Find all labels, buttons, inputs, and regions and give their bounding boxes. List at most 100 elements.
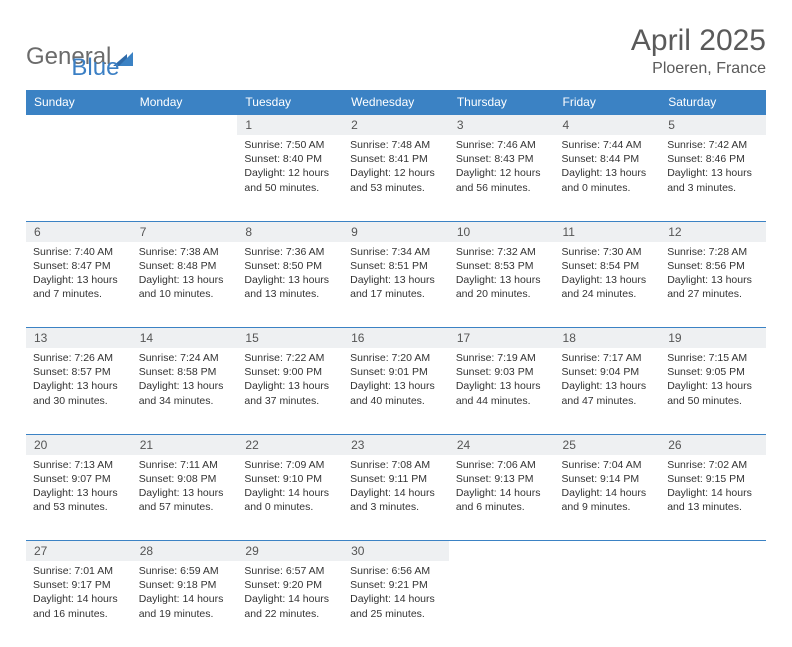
- daynum-row: 6789101112: [26, 221, 766, 242]
- daylight-text: and 53 minutes.: [350, 181, 442, 195]
- day-number-cell: 23: [343, 434, 449, 455]
- sunrise-text: Sunrise: 7:02 AM: [667, 458, 759, 472]
- sunset-text: Sunset: 8:44 PM: [562, 152, 654, 166]
- sunrise-text: Sunrise: 7:28 AM: [667, 245, 759, 259]
- day-cell: Sunrise: 7:20 AMSunset: 9:01 PMDaylight:…: [343, 348, 449, 434]
- day-cell: Sunrise: 7:28 AMSunset: 8:56 PMDaylight:…: [660, 242, 766, 328]
- sunset-text: Sunset: 8:53 PM: [456, 259, 548, 273]
- daylight-text: Daylight: 13 hours: [456, 379, 548, 393]
- day-cell: Sunrise: 7:38 AMSunset: 8:48 PMDaylight:…: [132, 242, 238, 328]
- day-cell: Sunrise: 7:06 AMSunset: 9:13 PMDaylight:…: [449, 455, 555, 541]
- dayhead-tue: Tuesday: [237, 90, 343, 115]
- sunset-text: Sunset: 8:58 PM: [139, 365, 231, 379]
- day-number-cell: 29: [237, 541, 343, 562]
- daylight-text: and 40 minutes.: [350, 394, 442, 408]
- day-number-cell: 13: [26, 328, 132, 349]
- day-number-cell: 3: [449, 115, 555, 136]
- dayhead-fri: Friday: [555, 90, 661, 115]
- sunset-text: Sunset: 8:56 PM: [667, 259, 759, 273]
- title-block: April 2025 Ploeren, France: [631, 24, 766, 78]
- brand-part2: Blue: [71, 54, 119, 82]
- sunset-text: Sunset: 9:03 PM: [456, 365, 548, 379]
- sunrise-text: Sunrise: 7:17 AM: [562, 351, 654, 365]
- sunrise-text: Sunrise: 7:38 AM: [139, 245, 231, 259]
- sunset-text: Sunset: 8:48 PM: [139, 259, 231, 273]
- daylight-text: and 10 minutes.: [139, 287, 231, 301]
- daylight-text: Daylight: 14 hours: [456, 486, 548, 500]
- sunset-text: Sunset: 9:07 PM: [33, 472, 125, 486]
- dayhead-sun: Sunday: [26, 90, 132, 115]
- daylight-text: Daylight: 13 hours: [244, 379, 336, 393]
- daylight-text: and 57 minutes.: [139, 500, 231, 514]
- day-number-cell: 6: [26, 221, 132, 242]
- day-number-cell: [555, 541, 661, 562]
- sunrise-text: Sunrise: 7:24 AM: [139, 351, 231, 365]
- sunset-text: Sunset: 8:46 PM: [667, 152, 759, 166]
- day-header-row: Sunday Monday Tuesday Wednesday Thursday…: [26, 90, 766, 115]
- daylight-text: and 3 minutes.: [667, 181, 759, 195]
- day-number-cell: 28: [132, 541, 238, 562]
- sunset-text: Sunset: 9:21 PM: [350, 578, 442, 592]
- sunrise-text: Sunrise: 7:19 AM: [456, 351, 548, 365]
- day-cell: Sunrise: 6:59 AMSunset: 9:18 PMDaylight:…: [132, 561, 238, 647]
- daylight-text: Daylight: 13 hours: [33, 379, 125, 393]
- day-number-cell: [449, 541, 555, 562]
- daylight-text: Daylight: 13 hours: [139, 379, 231, 393]
- daylight-text: Daylight: 13 hours: [667, 273, 759, 287]
- day-cell: Sunrise: 7:17 AMSunset: 9:04 PMDaylight:…: [555, 348, 661, 434]
- day-number-cell: 25: [555, 434, 661, 455]
- day-cell: [26, 135, 132, 221]
- daylight-text: Daylight: 12 hours: [456, 166, 548, 180]
- day-cell: [449, 561, 555, 647]
- daynum-row: 20212223242526: [26, 434, 766, 455]
- day-cell: [660, 561, 766, 647]
- sunrise-text: Sunrise: 7:30 AM: [562, 245, 654, 259]
- day-cell: [555, 561, 661, 647]
- day-number-cell: 21: [132, 434, 238, 455]
- day-number-cell: 15: [237, 328, 343, 349]
- sunrise-text: Sunrise: 7:40 AM: [33, 245, 125, 259]
- daynum-row: 27282930: [26, 541, 766, 562]
- day-number-cell: 22: [237, 434, 343, 455]
- content-row: Sunrise: 7:01 AMSunset: 9:17 PM Daylight:…: [26, 561, 766, 647]
- day-number-cell: 26: [660, 434, 766, 455]
- daylight-text: and 19 minutes.: [139, 607, 231, 621]
- daylight-text: Daylight: 14 hours: [139, 592, 231, 606]
- daylight-text: and 13 minutes.: [667, 500, 759, 514]
- daylight-text: and 50 minutes.: [667, 394, 759, 408]
- sunset-text: Sunset: 9:01 PM: [350, 365, 442, 379]
- day-number-cell: 12: [660, 221, 766, 242]
- day-cell: Sunrise: 7:15 AMSunset: 9:05 PMDaylight:…: [660, 348, 766, 434]
- day-cell: Sunrise: 7:26 AMSunset: 8:57 PMDaylight:…: [26, 348, 132, 434]
- day-number-cell: 27: [26, 541, 132, 562]
- day-cell: Sunrise: 6:56 AMSunset: 9:21 PMDaylight:…: [343, 561, 449, 647]
- sunset-text: Sunset: 9:20 PM: [244, 578, 336, 592]
- page-title: April 2025: [631, 24, 766, 58]
- sunset-text: Sunset: 9:14 PM: [562, 472, 654, 486]
- daylight-text: and 17 minutes.: [350, 287, 442, 301]
- sunrise-text: Sunrise: 7:15 AM: [667, 351, 759, 365]
- day-cell: Sunrise: 7:02 AMSunset: 9:15 PMDaylight:…: [660, 455, 766, 541]
- sunrise-text: Sunrise: 7:11 AM: [139, 458, 231, 472]
- day-cell: Sunrise: 7:13 AMSunset: 9:07 PMDaylight:…: [26, 455, 132, 541]
- day-number-cell: 4: [555, 115, 661, 136]
- sunset-text: Sunset: 9:17 PM: [33, 578, 125, 592]
- daylight-text: Daylight: 13 hours: [667, 166, 759, 180]
- daylight-text: Daylight: 13 hours: [33, 486, 125, 500]
- day-cell: Sunrise: 7:32 AMSunset: 8:53 PMDaylight:…: [449, 242, 555, 328]
- sunrise-text: Sunrise: 7:01 AM: [33, 564, 125, 578]
- daylight-text: and 50 minutes.: [244, 181, 336, 195]
- day-number-cell: 10: [449, 221, 555, 242]
- daylight-text: and 34 minutes.: [139, 394, 231, 408]
- sunset-text: Sunset: 9:08 PM: [139, 472, 231, 486]
- daylight-text: and 6 minutes.: [456, 500, 548, 514]
- daylight-text: Daylight: 14 hours: [350, 486, 442, 500]
- sunset-text: Sunset: 8:50 PM: [244, 259, 336, 273]
- day-cell: Sunrise: 7:50 AMSunset: 8:40 PMDaylight:…: [237, 135, 343, 221]
- day-cell: [132, 135, 238, 221]
- sunrise-text: Sunrise: 6:57 AM: [244, 564, 336, 578]
- dayhead-wed: Wednesday: [343, 90, 449, 115]
- day-number-cell: 18: [555, 328, 661, 349]
- day-number-cell: [132, 115, 238, 136]
- day-cell: Sunrise: 7:01 AMSunset: 9:17 PMDaylight:…: [26, 561, 132, 647]
